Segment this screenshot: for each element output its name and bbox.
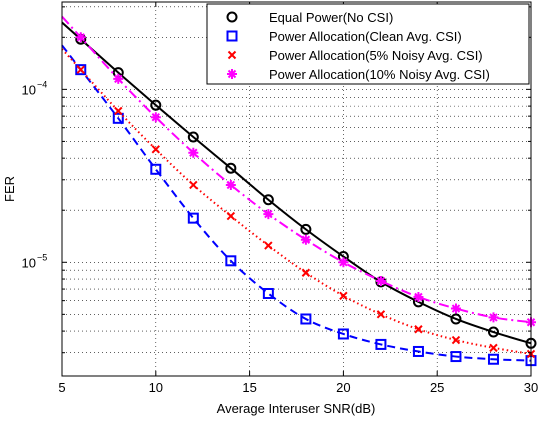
circle-marker bbox=[300, 223, 312, 235]
circle-marker bbox=[226, 11, 238, 23]
square-marker bbox=[75, 64, 87, 76]
y-tick-exponent: −4 bbox=[37, 79, 47, 89]
x-marker bbox=[264, 241, 273, 250]
square-marker bbox=[375, 338, 387, 350]
x-marker bbox=[114, 106, 123, 116]
y-axis-label: FER bbox=[2, 176, 17, 202]
square-marker bbox=[450, 351, 462, 363]
circle-marker bbox=[187, 131, 199, 143]
asterisk-marker bbox=[263, 209, 274, 220]
series-circle bbox=[61, 21, 537, 349]
y-tick-label: 10 bbox=[22, 82, 36, 97]
x-marker bbox=[339, 291, 348, 301]
circle-marker bbox=[450, 313, 462, 325]
asterisk-marker bbox=[113, 73, 124, 84]
asterisk-marker bbox=[75, 32, 86, 43]
y-tick-exponent: −5 bbox=[37, 252, 47, 262]
series-asterisk bbox=[61, 15, 536, 328]
legend-label: Power Allocation(5% Noisy Avg. CSI) bbox=[269, 48, 483, 63]
x-tick-label: 5 bbox=[58, 380, 65, 395]
legend-entry: Power Allocation(10% Noisy Avg. CSI) bbox=[227, 67, 490, 82]
legend-entry: Power Allocation(5% Noisy Avg. CSI) bbox=[227, 48, 483, 63]
legend-label: Power Allocation(10% Noisy Avg. CSI) bbox=[269, 67, 490, 82]
square-marker bbox=[150, 163, 162, 175]
asterisk-marker bbox=[225, 179, 236, 190]
series-line bbox=[61, 44, 532, 362]
legend-box bbox=[206, 3, 530, 85]
x-marker bbox=[227, 50, 237, 60]
x-axis-label: Average Interuser SNR(dB) bbox=[217, 401, 376, 416]
asterisk-marker bbox=[450, 303, 461, 314]
asterisk-marker bbox=[488, 312, 499, 323]
square-marker bbox=[112, 112, 124, 124]
series-line bbox=[61, 21, 532, 345]
square-marker bbox=[487, 353, 499, 365]
asterisk-marker bbox=[375, 275, 386, 286]
square-marker bbox=[225, 255, 237, 267]
x-tick-label: 25 bbox=[430, 380, 444, 395]
x-marker bbox=[301, 268, 311, 277]
x-marker bbox=[189, 180, 198, 190]
x-marker bbox=[151, 145, 161, 154]
circle-marker bbox=[487, 326, 499, 338]
square-marker bbox=[187, 212, 199, 224]
x-marker bbox=[376, 310, 386, 319]
x-marker bbox=[451, 335, 461, 345]
circle-marker bbox=[150, 99, 162, 111]
circle-marker bbox=[225, 162, 237, 174]
asterisk-marker bbox=[188, 147, 199, 158]
square-marker bbox=[337, 328, 349, 340]
square-marker bbox=[300, 313, 312, 325]
x-tick-label: 20 bbox=[336, 380, 350, 395]
asterisk-marker bbox=[300, 234, 311, 245]
x-marker bbox=[489, 343, 498, 353]
circle-marker bbox=[262, 194, 274, 206]
square-marker bbox=[412, 345, 424, 357]
legend-entry: Power Allocation(Clean Avg. CSI) bbox=[226, 29, 462, 44]
x-marker bbox=[414, 325, 423, 334]
legend-label: Equal Power(No CSI) bbox=[269, 10, 393, 25]
square-marker bbox=[262, 287, 274, 299]
series-x bbox=[61, 48, 536, 359]
legend-entry: Equal Power(No CSI) bbox=[226, 10, 393, 25]
asterisk-marker bbox=[338, 257, 349, 268]
legend-label: Power Allocation(Clean Avg. CSI) bbox=[269, 29, 462, 44]
y-tick-label: 10 bbox=[22, 255, 36, 270]
x-marker bbox=[226, 211, 236, 221]
x-tick-label: 15 bbox=[242, 380, 256, 395]
x-tick-label: 30 bbox=[524, 380, 538, 395]
square-marker bbox=[226, 30, 238, 42]
asterisk-marker bbox=[227, 69, 237, 79]
plot-frame bbox=[61, 1, 532, 377]
x-tick-label: 10 bbox=[149, 380, 163, 395]
asterisk-marker bbox=[150, 112, 161, 123]
x-marker bbox=[76, 65, 85, 74]
asterisk-marker bbox=[413, 291, 424, 302]
legend: Equal Power(No CSI) Power Allocation(Clea… bbox=[206, 3, 530, 85]
